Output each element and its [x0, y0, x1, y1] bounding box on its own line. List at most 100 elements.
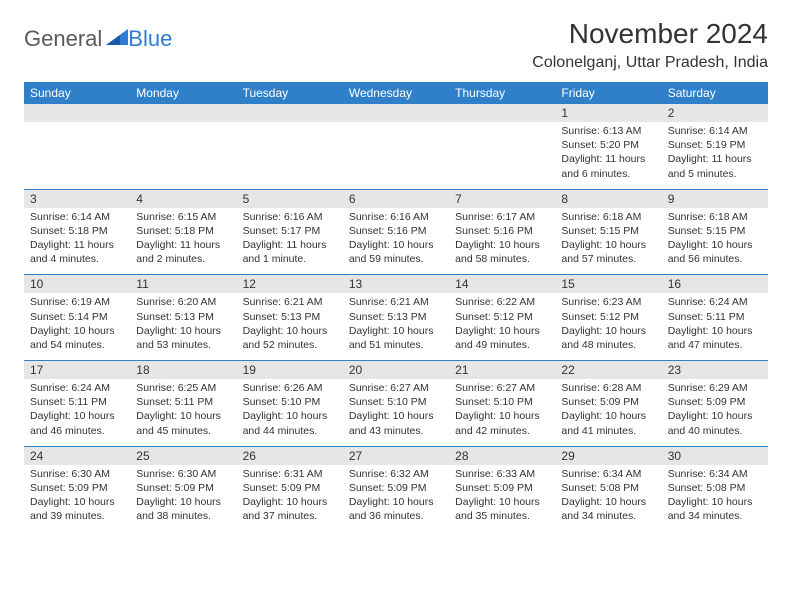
date-cell: 3 — [24, 190, 130, 208]
location-subtitle: Colonelganj, Uttar Pradesh, India — [532, 54, 768, 72]
date-cell: 16 — [662, 275, 768, 293]
daylight-line: Daylight: 10 hours and 43 minutes. — [349, 409, 443, 437]
sunset-line: Sunset: 5:18 PM — [30, 224, 124, 238]
day-header: Monday — [130, 82, 236, 104]
day-info: Sunrise: 6:31 AMSunset: 5:09 PMDaylight:… — [237, 465, 343, 532]
sunrise-line: Sunrise: 6:24 AM — [30, 381, 124, 395]
date-cell — [24, 104, 130, 122]
day-info: Sunrise: 6:34 AMSunset: 5:08 PMDaylight:… — [662, 465, 768, 532]
date-cell — [130, 104, 236, 122]
sunset-line: Sunset: 5:18 PM — [136, 224, 230, 238]
daylight-line: Daylight: 11 hours and 2 minutes. — [136, 238, 230, 266]
date-cell: 13 — [343, 275, 449, 293]
sunrise-line: Sunrise: 6:16 AM — [349, 210, 443, 224]
day-info: Sunrise: 6:30 AMSunset: 5:09 PMDaylight:… — [24, 465, 130, 532]
info-row: Sunrise: 6:13 AMSunset: 5:20 PMDaylight:… — [24, 122, 768, 189]
daylight-line: Daylight: 10 hours and 34 minutes. — [668, 495, 762, 523]
daylight-line: Daylight: 10 hours and 48 minutes. — [561, 324, 655, 352]
sunset-line: Sunset: 5:09 PM — [349, 481, 443, 495]
sunrise-line: Sunrise: 6:23 AM — [561, 295, 655, 309]
sunrise-line: Sunrise: 6:16 AM — [243, 210, 337, 224]
daylight-line: Daylight: 10 hours and 34 minutes. — [561, 495, 655, 523]
sunset-line: Sunset: 5:16 PM — [349, 224, 443, 238]
daylight-line: Daylight: 10 hours and 57 minutes. — [561, 238, 655, 266]
sunrise-line: Sunrise: 6:30 AM — [136, 467, 230, 481]
daylight-line: Daylight: 10 hours and 59 minutes. — [349, 238, 443, 266]
sunset-line: Sunset: 5:09 PM — [668, 395, 762, 409]
calendar: SundayMondayTuesdayWednesdayThursdayFrid… — [24, 82, 768, 531]
date-cell: 5 — [237, 190, 343, 208]
daylight-line: Daylight: 10 hours and 44 minutes. — [243, 409, 337, 437]
day-info: Sunrise: 6:22 AMSunset: 5:12 PMDaylight:… — [449, 293, 555, 360]
sunrise-line: Sunrise: 6:14 AM — [668, 124, 762, 138]
day-info: Sunrise: 6:15 AMSunset: 5:18 PMDaylight:… — [130, 208, 236, 275]
sunset-line: Sunset: 5:10 PM — [349, 395, 443, 409]
sunset-line: Sunset: 5:08 PM — [668, 481, 762, 495]
daylight-line: Daylight: 10 hours and 46 minutes. — [30, 409, 124, 437]
date-cell: 23 — [662, 361, 768, 379]
day-info: Sunrise: 6:27 AMSunset: 5:10 PMDaylight:… — [343, 379, 449, 446]
sunset-line: Sunset: 5:09 PM — [455, 481, 549, 495]
day-info: Sunrise: 6:29 AMSunset: 5:09 PMDaylight:… — [662, 379, 768, 446]
daylight-line: Daylight: 10 hours and 56 minutes. — [668, 238, 762, 266]
sunrise-line: Sunrise: 6:34 AM — [561, 467, 655, 481]
date-cell: 19 — [237, 361, 343, 379]
date-cell — [237, 104, 343, 122]
day-info: Sunrise: 6:28 AMSunset: 5:09 PMDaylight:… — [555, 379, 661, 446]
date-cell: 22 — [555, 361, 661, 379]
day-info: Sunrise: 6:20 AMSunset: 5:13 PMDaylight:… — [130, 293, 236, 360]
daylight-line: Daylight: 10 hours and 54 minutes. — [30, 324, 124, 352]
date-cell: 17 — [24, 361, 130, 379]
info-row: Sunrise: 6:30 AMSunset: 5:09 PMDaylight:… — [24, 465, 768, 532]
day-info: Sunrise: 6:21 AMSunset: 5:13 PMDaylight:… — [343, 293, 449, 360]
logo-text-general: General — [24, 26, 102, 52]
logo-text-blue: Blue — [128, 26, 172, 52]
daylight-line: Daylight: 10 hours and 53 minutes. — [136, 324, 230, 352]
sunset-line: Sunset: 5:13 PM — [136, 310, 230, 324]
sunset-line: Sunset: 5:11 PM — [30, 395, 124, 409]
date-cell: 30 — [662, 447, 768, 465]
daylight-line: Daylight: 10 hours and 36 minutes. — [349, 495, 443, 523]
day-info: Sunrise: 6:16 AMSunset: 5:16 PMDaylight:… — [343, 208, 449, 275]
sunrise-line: Sunrise: 6:18 AM — [561, 210, 655, 224]
date-cell — [343, 104, 449, 122]
sunset-line: Sunset: 5:09 PM — [30, 481, 124, 495]
daylight-line: Daylight: 10 hours and 52 minutes. — [243, 324, 337, 352]
date-cell: 10 — [24, 275, 130, 293]
date-cell: 21 — [449, 361, 555, 379]
day-info: Sunrise: 6:32 AMSunset: 5:09 PMDaylight:… — [343, 465, 449, 532]
date-strip: 24252627282930 — [24, 446, 768, 465]
daylight-line: Daylight: 10 hours and 47 minutes. — [668, 324, 762, 352]
day-info: Sunrise: 6:14 AMSunset: 5:18 PMDaylight:… — [24, 208, 130, 275]
page-title: November 2024 — [532, 18, 768, 50]
daylight-line: Daylight: 11 hours and 6 minutes. — [561, 152, 655, 180]
sunset-line: Sunset: 5:09 PM — [561, 395, 655, 409]
sunrise-line: Sunrise: 6:34 AM — [668, 467, 762, 481]
info-row: Sunrise: 6:14 AMSunset: 5:18 PMDaylight:… — [24, 208, 768, 275]
day-header: Thursday — [449, 82, 555, 104]
date-cell: 2 — [662, 104, 768, 122]
date-cell: 8 — [555, 190, 661, 208]
daylight-line: Daylight: 10 hours and 58 minutes. — [455, 238, 549, 266]
sunset-line: Sunset: 5:11 PM — [136, 395, 230, 409]
day-info: Sunrise: 6:13 AMSunset: 5:20 PMDaylight:… — [555, 122, 661, 189]
sunrise-line: Sunrise: 6:19 AM — [30, 295, 124, 309]
date-strip: 17181920212223 — [24, 360, 768, 379]
sunset-line: Sunset: 5:16 PM — [455, 224, 549, 238]
daylight-line: Daylight: 10 hours and 37 minutes. — [243, 495, 337, 523]
info-row: Sunrise: 6:24 AMSunset: 5:11 PMDaylight:… — [24, 379, 768, 446]
sunrise-line: Sunrise: 6:20 AM — [136, 295, 230, 309]
sunrise-line: Sunrise: 6:26 AM — [243, 381, 337, 395]
sunset-line: Sunset: 5:12 PM — [561, 310, 655, 324]
info-row: Sunrise: 6:19 AMSunset: 5:14 PMDaylight:… — [24, 293, 768, 360]
sunset-line: Sunset: 5:08 PM — [561, 481, 655, 495]
date-cell: 4 — [130, 190, 236, 208]
day-info — [237, 122, 343, 189]
sunset-line: Sunset: 5:19 PM — [668, 138, 762, 152]
date-cell: 15 — [555, 275, 661, 293]
daylight-line: Daylight: 10 hours and 38 minutes. — [136, 495, 230, 523]
sunrise-line: Sunrise: 6:17 AM — [455, 210, 549, 224]
day-info: Sunrise: 6:18 AMSunset: 5:15 PMDaylight:… — [662, 208, 768, 275]
day-info: Sunrise: 6:23 AMSunset: 5:12 PMDaylight:… — [555, 293, 661, 360]
day-info — [130, 122, 236, 189]
